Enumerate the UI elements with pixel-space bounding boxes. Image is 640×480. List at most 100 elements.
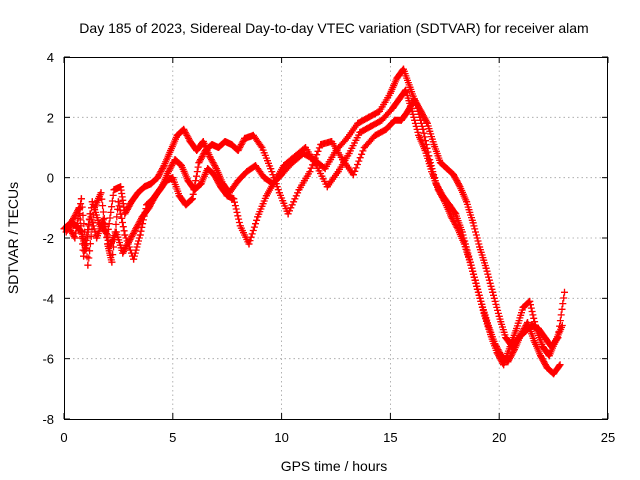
data-point bbox=[184, 177, 192, 185]
data-point bbox=[456, 183, 464, 191]
series-markers bbox=[62, 86, 565, 369]
data-point bbox=[360, 144, 368, 151]
x-tick-label: 0 bbox=[60, 430, 67, 445]
data-point bbox=[188, 195, 196, 203]
data-point bbox=[215, 144, 222, 151]
data-point bbox=[147, 180, 155, 188]
data-point bbox=[171, 156, 179, 164]
data-point bbox=[243, 168, 251, 176]
data-point bbox=[376, 107, 383, 115]
data-point bbox=[234, 147, 242, 154]
chart-title: Day 185 of 2023, Sidereal Day-to-day VTE… bbox=[79, 20, 588, 36]
data-point bbox=[71, 234, 79, 242]
data-point bbox=[117, 183, 125, 191]
data-point bbox=[550, 370, 558, 378]
data-point bbox=[84, 261, 92, 269]
data-point bbox=[513, 325, 521, 332]
data-point bbox=[280, 162, 288, 170]
data-point bbox=[323, 183, 331, 191]
data-point bbox=[317, 141, 325, 148]
x-tick-label: 10 bbox=[274, 430, 288, 445]
data-point bbox=[156, 186, 164, 194]
data-point bbox=[393, 74, 401, 82]
y-tick-label: 0 bbox=[47, 171, 54, 186]
data-point bbox=[343, 134, 351, 142]
data-point bbox=[415, 131, 423, 139]
data-point bbox=[206, 153, 214, 161]
data-point bbox=[480, 309, 488, 317]
data-point bbox=[500, 361, 508, 369]
data-point bbox=[534, 325, 542, 332]
data-point bbox=[284, 210, 292, 218]
data-point bbox=[519, 303, 527, 311]
x-tick-label: 25 bbox=[601, 430, 615, 445]
data-point bbox=[441, 198, 449, 206]
data-point bbox=[515, 334, 523, 342]
data-point bbox=[356, 128, 364, 136]
data-point bbox=[162, 177, 170, 185]
data-point bbox=[434, 186, 442, 194]
data-point bbox=[77, 195, 85, 203]
data-point bbox=[463, 198, 471, 206]
data-point bbox=[508, 343, 516, 351]
data-point bbox=[302, 144, 309, 151]
data-point bbox=[186, 138, 194, 145]
data-point bbox=[537, 352, 544, 360]
data-point bbox=[164, 168, 172, 176]
data-point bbox=[469, 219, 477, 227]
data-point bbox=[345, 150, 353, 157]
data-point bbox=[221, 138, 229, 145]
data-point bbox=[197, 180, 205, 188]
data-point bbox=[119, 249, 127, 257]
data-point bbox=[201, 147, 209, 154]
x-tick-label: 5 bbox=[169, 430, 176, 445]
data-point bbox=[110, 186, 118, 194]
data-point bbox=[539, 343, 547, 351]
data-point bbox=[428, 168, 436, 176]
data-point bbox=[291, 153, 299, 161]
data-point bbox=[254, 213, 262, 221]
data-point bbox=[208, 141, 216, 148]
data-point bbox=[258, 144, 266, 151]
data-point bbox=[210, 171, 218, 179]
data-point bbox=[182, 201, 190, 209]
y-tick-label: -6 bbox=[42, 352, 54, 367]
data-point bbox=[169, 174, 177, 182]
data-point bbox=[524, 319, 531, 326]
data-point bbox=[521, 328, 529, 335]
data-point bbox=[386, 89, 394, 97]
data-point bbox=[312, 162, 320, 170]
data-point bbox=[410, 95, 418, 103]
data-point bbox=[228, 141, 236, 148]
grid-lines bbox=[64, 57, 608, 419]
data-point bbox=[93, 234, 101, 242]
data-point bbox=[419, 125, 427, 133]
data-point bbox=[526, 297, 534, 305]
data-point bbox=[173, 131, 181, 139]
data-point bbox=[234, 177, 242, 185]
data-point bbox=[91, 204, 98, 212]
data-point bbox=[402, 86, 410, 94]
data-point bbox=[154, 174, 162, 182]
data-point bbox=[391, 116, 399, 124]
data-point bbox=[430, 141, 438, 148]
data-point bbox=[262, 192, 270, 200]
series-track-a bbox=[60, 65, 564, 378]
data-point bbox=[476, 243, 484, 251]
data-point bbox=[249, 131, 257, 139]
data-point bbox=[167, 147, 175, 154]
data-point bbox=[561, 288, 568, 296]
data-point bbox=[545, 352, 553, 360]
data-point bbox=[260, 174, 268, 182]
data-point bbox=[487, 331, 494, 338]
data-point bbox=[69, 216, 77, 224]
data-point bbox=[108, 258, 116, 266]
x-tick-label: 20 bbox=[492, 430, 506, 445]
data-point bbox=[143, 201, 151, 209]
y-tick-label: 2 bbox=[47, 110, 54, 125]
data-point bbox=[306, 168, 314, 176]
data-point bbox=[378, 116, 386, 124]
data-point bbox=[136, 231, 144, 239]
data-point bbox=[223, 192, 231, 200]
